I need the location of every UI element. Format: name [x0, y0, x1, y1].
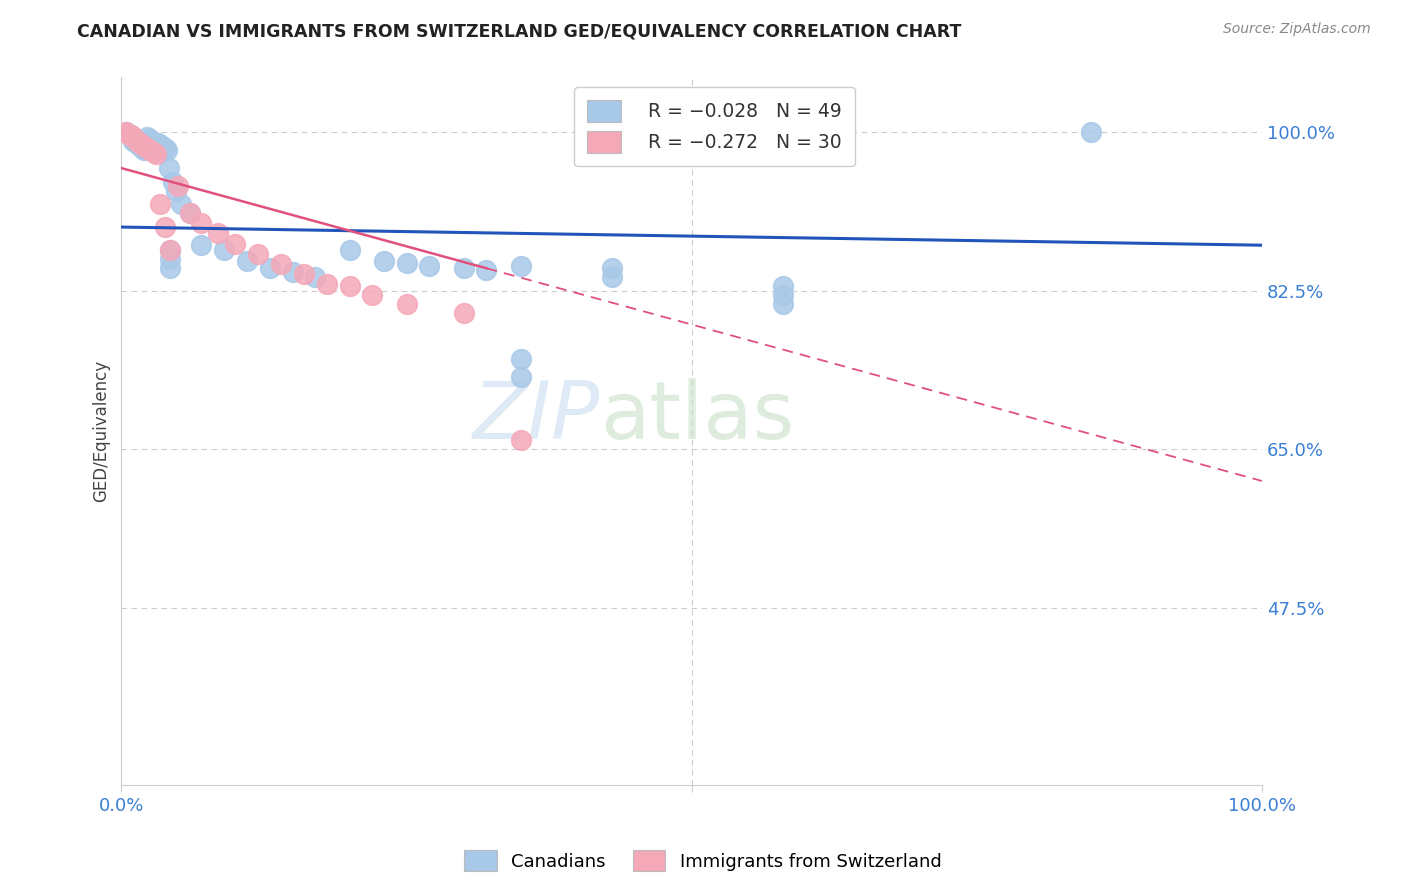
- Point: [139, 134, 162, 148]
- Point: [159, 260, 181, 275]
- Point: [600, 269, 623, 284]
- Point: [131, 141, 153, 155]
- Point: [361, 288, 384, 302]
- Point: [159, 243, 181, 257]
- Point: [772, 288, 794, 302]
- Point: [772, 279, 794, 293]
- Point: [135, 141, 157, 155]
- Text: ZIP: ZIP: [472, 378, 600, 456]
- Text: Source: ZipAtlas.com: Source: ZipAtlas.com: [1223, 22, 1371, 37]
- Point: [190, 238, 212, 252]
- Point: [153, 141, 176, 155]
- Point: [1080, 125, 1102, 139]
- Point: [236, 253, 259, 268]
- Point: [128, 139, 150, 153]
- Point: [124, 132, 146, 146]
- Point: [135, 130, 157, 145]
- Point: [142, 145, 165, 159]
- Point: [117, 127, 139, 141]
- Point: [120, 128, 142, 143]
- Point: [149, 137, 172, 152]
- Point: [125, 136, 148, 150]
- Point: [167, 179, 190, 194]
- Point: [179, 206, 201, 220]
- Point: [115, 125, 138, 139]
- Point: [159, 252, 181, 266]
- Point: [509, 369, 531, 384]
- Point: [134, 139, 156, 153]
- Point: [212, 243, 235, 257]
- Point: [509, 351, 531, 366]
- Point: [259, 260, 281, 275]
- Point: [146, 136, 169, 150]
- Legend: Canadians, Immigrants from Switzerland: Canadians, Immigrants from Switzerland: [457, 843, 949, 879]
- Point: [139, 143, 162, 157]
- Y-axis label: GED/Equivalency: GED/Equivalency: [93, 360, 110, 502]
- Point: [139, 132, 162, 146]
- Point: [292, 267, 315, 281]
- Point: [128, 136, 150, 150]
- Text: CANADIAN VS IMMIGRANTS FROM SWITZERLAND GED/EQUIVALENCY CORRELATION CHART: CANADIAN VS IMMIGRANTS FROM SWITZERLAND …: [77, 22, 962, 40]
- Point: [131, 137, 153, 152]
- Point: [121, 130, 143, 145]
- Text: atlas: atlas: [600, 378, 794, 456]
- Point: [165, 184, 187, 198]
- Point: [475, 262, 498, 277]
- Point: [339, 243, 361, 257]
- Point: [224, 237, 246, 252]
- Point: [162, 175, 184, 189]
- Point: [127, 134, 149, 148]
- Point: [190, 215, 212, 229]
- Point: [772, 297, 794, 311]
- Point: [395, 297, 418, 311]
- Point: [149, 197, 172, 211]
- Point: [453, 306, 475, 320]
- Point: [134, 143, 156, 157]
- Point: [170, 197, 193, 211]
- Point: [121, 134, 143, 148]
- Point: [304, 269, 326, 284]
- Point: [156, 143, 179, 157]
- Point: [373, 253, 395, 268]
- Point: [270, 257, 292, 271]
- Point: [339, 279, 361, 293]
- Point: [121, 130, 143, 145]
- Point: [142, 136, 165, 150]
- Point: [145, 137, 167, 152]
- Point: [128, 137, 150, 152]
- Point: [179, 206, 201, 220]
- Point: [315, 277, 337, 292]
- Point: [157, 161, 180, 175]
- Point: [152, 139, 174, 153]
- Point: [153, 220, 176, 235]
- Point: [117, 127, 139, 141]
- Point: [159, 243, 181, 257]
- Point: [115, 125, 138, 139]
- Point: [281, 265, 304, 279]
- Point: [453, 260, 475, 275]
- Point: [509, 433, 531, 447]
- Point: [418, 259, 440, 273]
- Point: [120, 128, 142, 143]
- Legend:   R = −0.028   N = 49,   R = −0.272   N = 30: R = −0.028 N = 49, R = −0.272 N = 30: [574, 87, 855, 166]
- Point: [600, 260, 623, 275]
- Point: [395, 256, 418, 270]
- Point: [207, 227, 229, 241]
- Point: [247, 247, 270, 261]
- Point: [509, 259, 531, 273]
- Point: [145, 146, 167, 161]
